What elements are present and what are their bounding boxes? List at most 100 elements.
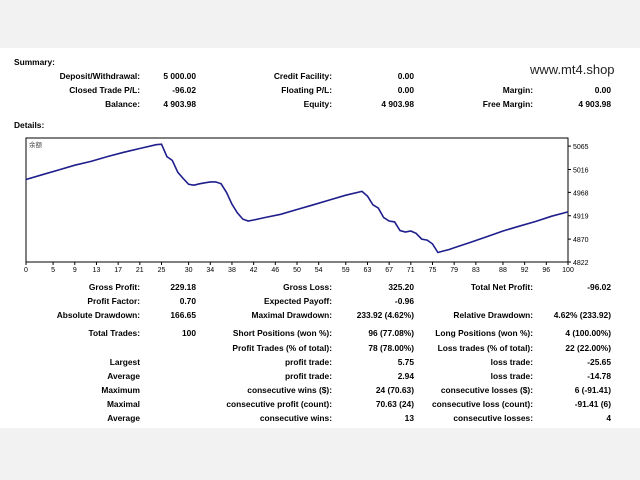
details-label: Profit Trades (% of total): bbox=[232, 343, 332, 353]
details-label: consecutive profit (count): bbox=[226, 399, 332, 409]
details-label: Maximal Drawdown: bbox=[251, 310, 332, 320]
details-label: Largest bbox=[109, 357, 140, 367]
details-label: consecutive losses ($): bbox=[440, 385, 533, 395]
details-value: 78 (78.00%) bbox=[368, 343, 414, 353]
details-value: 325.20 bbox=[388, 282, 414, 292]
details-label: Short Positions (won %): bbox=[232, 328, 332, 338]
summary-label: Credit Facility: bbox=[273, 71, 332, 81]
summary-value: 0.00 bbox=[397, 85, 414, 95]
y-tick-label: 4968 bbox=[573, 190, 589, 197]
site-watermark: www.mt4.shop bbox=[530, 62, 615, 77]
y-tick-label: 4822 bbox=[573, 260, 589, 267]
x-tick-label: 75 bbox=[429, 267, 437, 274]
x-tick-label: 59 bbox=[342, 267, 350, 274]
summary-label: Margin: bbox=[502, 85, 533, 95]
details-label: consecutive wins: bbox=[259, 413, 332, 423]
details-label: Relative Drawdown: bbox=[453, 310, 533, 320]
details-value: -96.02 bbox=[587, 282, 611, 292]
details-value: 4.62% (233.92) bbox=[553, 310, 611, 320]
summary-value: 5 000.00 bbox=[163, 71, 196, 81]
details-label: Loss trades (% of total): bbox=[437, 343, 533, 353]
x-tick-label: 9 bbox=[73, 267, 77, 274]
y-tick-label: 5065 bbox=[573, 144, 589, 151]
x-tick-label: 92 bbox=[521, 267, 529, 274]
details-value: 96 (77.08%) bbox=[368, 328, 414, 338]
x-tick-label: 5 bbox=[51, 267, 55, 274]
summary-label: Closed Trade P/L: bbox=[69, 85, 140, 95]
details-title: Details: bbox=[14, 120, 45, 130]
x-tick-label: 88 bbox=[499, 267, 507, 274]
summary-label: Free Margin: bbox=[482, 99, 533, 109]
balance-line bbox=[25, 143, 569, 254]
x-tick-label: 67 bbox=[385, 267, 393, 274]
summary-label: Equity: bbox=[303, 99, 332, 109]
details-label: Total Trades: bbox=[88, 328, 141, 338]
details-value: 0.70 bbox=[179, 296, 196, 306]
y-tick-label: 4919 bbox=[573, 214, 589, 221]
details-value: -14.78 bbox=[587, 371, 611, 381]
details-label: Long Positions (won %): bbox=[435, 328, 533, 338]
details-value: 166.65 bbox=[170, 310, 196, 320]
summary-value: 0.00 bbox=[397, 71, 414, 81]
chart-plot-area bbox=[25, 137, 569, 263]
details-label: loss trade: bbox=[490, 371, 533, 381]
details-value: 70.63 (24) bbox=[375, 399, 414, 409]
details-label: Expected Payoff: bbox=[264, 296, 332, 306]
x-tick-label: 13 bbox=[93, 267, 101, 274]
x-tick-label: 79 bbox=[450, 267, 458, 274]
details-label: profit trade: bbox=[285, 357, 332, 367]
x-tick-label: 54 bbox=[315, 267, 323, 274]
x-tick-label: 21 bbox=[136, 267, 144, 274]
details-value: -91.41 (6) bbox=[574, 399, 611, 409]
summary-title: Summary: bbox=[14, 57, 55, 67]
summary-value: 4 903.98 bbox=[381, 99, 414, 109]
details-label: Gross Profit: bbox=[88, 282, 140, 292]
y-tick-label: 4870 bbox=[573, 237, 589, 244]
summary-label: Floating P/L: bbox=[281, 85, 332, 95]
details-value: 5.75 bbox=[397, 357, 414, 367]
details-value: 100 bbox=[182, 328, 196, 338]
x-tick-label: 42 bbox=[250, 267, 258, 274]
details-value: 233.92 (4.62%) bbox=[356, 310, 414, 320]
x-tick-label: 46 bbox=[271, 267, 279, 274]
x-tick-label: 34 bbox=[206, 267, 214, 274]
summary-label: Deposit/Withdrawal: bbox=[59, 71, 140, 81]
x-tick-label: 25 bbox=[158, 267, 166, 274]
details-label: Absolute Drawdown: bbox=[56, 310, 140, 320]
x-tick-label: 63 bbox=[364, 267, 372, 274]
details-label: Maximal bbox=[106, 399, 140, 409]
details-label: Average bbox=[107, 371, 140, 381]
summary-value: 0.00 bbox=[594, 85, 611, 95]
details-value: 2.94 bbox=[397, 371, 414, 381]
summary-value: -96.02 bbox=[172, 85, 196, 95]
details-label: consecutive wins ($): bbox=[247, 385, 332, 395]
y-tick-label: 5016 bbox=[573, 167, 589, 174]
details-label: Profit Factor: bbox=[87, 296, 140, 306]
details-label: Gross Loss: bbox=[283, 282, 332, 292]
details-value: 13 bbox=[404, 413, 414, 423]
x-tick-label: 17 bbox=[114, 267, 122, 274]
x-tick-label: 83 bbox=[472, 267, 480, 274]
x-tick-label: 71 bbox=[407, 267, 415, 274]
details-label: loss trade: bbox=[490, 357, 533, 367]
details-value: -25.65 bbox=[587, 357, 611, 367]
x-tick-label: 96 bbox=[542, 267, 550, 274]
details-value: 22 (22.00%) bbox=[565, 343, 611, 353]
details-value: 24 (70.63) bbox=[375, 385, 414, 395]
details-value: 6 (-91.41) bbox=[574, 385, 611, 395]
x-tick-label: 100 bbox=[562, 267, 574, 274]
x-tick-label: 50 bbox=[293, 267, 301, 274]
x-tick-label: 30 bbox=[185, 267, 193, 274]
details-value: -0.96 bbox=[394, 296, 414, 306]
details-value: 4 (100.00%) bbox=[565, 328, 611, 338]
details-label: profit trade: bbox=[285, 371, 332, 381]
chart-legend: 余额 bbox=[29, 140, 43, 149]
x-tick-label: 0 bbox=[24, 267, 28, 274]
details-label: Average bbox=[107, 413, 140, 423]
details-label: Total Net Profit: bbox=[470, 282, 533, 292]
details-value: 229.18 bbox=[170, 282, 196, 292]
x-tick-label: 38 bbox=[228, 267, 236, 274]
details-label: Maximum bbox=[101, 385, 140, 395]
details-value: 4 bbox=[606, 413, 611, 423]
